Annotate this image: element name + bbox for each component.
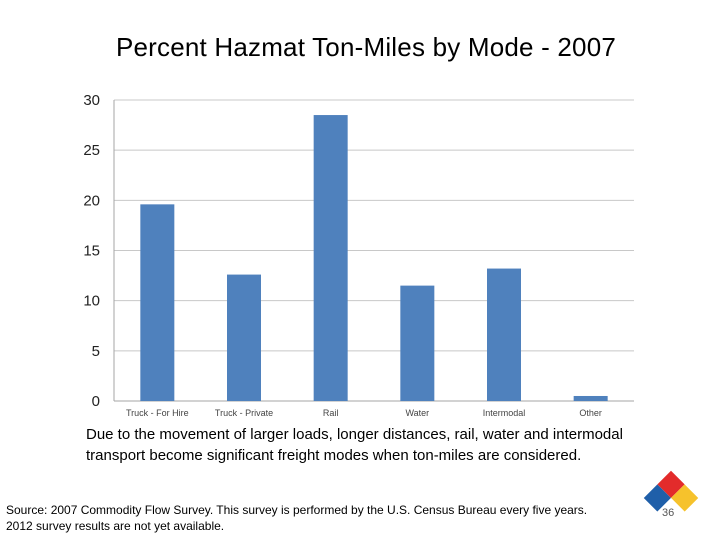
x-tick-label: Truck - For Hire	[126, 408, 189, 418]
x-tick-label: Other	[579, 408, 602, 418]
bar-truck-for-hire	[140, 204, 175, 401]
y-tick-label: 10	[83, 293, 100, 310]
x-tick-label: Truck - Private	[215, 408, 273, 418]
hazmat-diamond-icon	[641, 468, 701, 528]
y-tick-label: 5	[92, 343, 100, 360]
y-tick-label: 0	[92, 393, 100, 410]
source-line-1: Source: 2007 Commodity Flow Survey. This…	[6, 503, 588, 517]
bar-other	[573, 395, 608, 401]
bar-truck-private	[227, 274, 261, 401]
bar-water	[400, 285, 435, 401]
y-tick-label: 25	[83, 142, 100, 159]
source-line-2: 2012 survey results are not yet availabl…	[6, 519, 225, 533]
y-tick-label: 30	[83, 92, 100, 109]
slide-title: Percent Hazmat Ton-Miles by Mode - 2007	[115, 32, 617, 62]
source-note: Source: 2007 Commodity Flow Survey. This…	[6, 502, 636, 534]
y-tick-label: 15	[83, 243, 100, 260]
bar-intermodal	[487, 268, 521, 401]
x-tick-label: Intermodal	[483, 408, 526, 418]
chart-caption: Due to the movement of larger loads, lon…	[86, 426, 623, 464]
x-tick-label: Water	[405, 408, 429, 418]
x-tick-label: Rail	[323, 408, 339, 418]
page-number: 36	[662, 507, 675, 519]
bar-rail	[313, 115, 348, 402]
y-tick-label: 20	[83, 192, 100, 209]
